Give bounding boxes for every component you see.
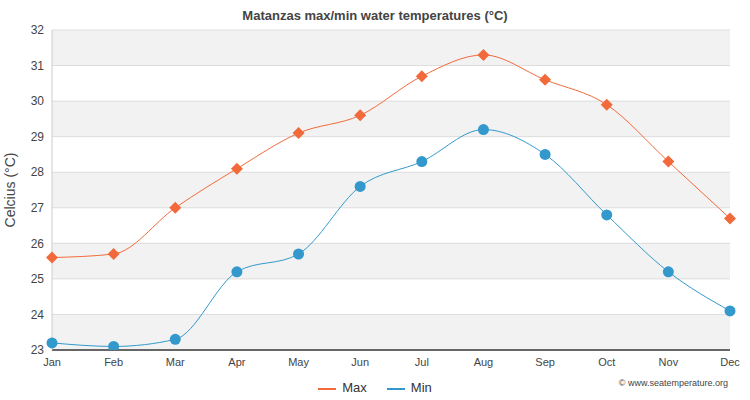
svg-text:30: 30 [31, 94, 45, 108]
svg-text:Jun: Jun [351, 356, 369, 368]
svg-text:32: 32 [31, 23, 45, 37]
html-text:Min: Min [410, 380, 432, 395]
svg-text:May: May [288, 356, 309, 368]
html-text:Matanzas max/min water tempera: Matanzas max/min water temperatures (°C) [242, 8, 508, 23]
svg-text:31: 31 [31, 59, 45, 73]
html-text:© www.seatemperature.org: © www.seatemperature.org [618, 378, 728, 388]
svg-text:Jul: Jul [415, 356, 429, 368]
svg-text:24: 24 [31, 308, 45, 322]
svg-text:Apr: Apr [228, 356, 245, 368]
svg-text:Aug: Aug [474, 356, 494, 368]
svg-text:27: 27 [31, 201, 45, 215]
svg-text:Nov: Nov [659, 356, 679, 368]
svg-text:Sep: Sep [535, 356, 555, 368]
svg-text:Dec: Dec [720, 356, 740, 368]
svg-text:26: 26 [31, 237, 45, 251]
svg-text:Oct: Oct [598, 356, 615, 368]
svg-text:28: 28 [31, 165, 45, 179]
svg-text:Feb: Feb [104, 356, 123, 368]
svg-text:Jan: Jan [43, 356, 61, 368]
svg-text:25: 25 [31, 272, 45, 286]
svg-text:Mar: Mar [166, 356, 185, 368]
svg-text:23: 23 [31, 343, 45, 357]
svg-text:29: 29 [31, 130, 45, 144]
html-text:Max: Max [342, 380, 367, 395]
svg-text:Celcius (°C): Celcius (°C) [8, 153, 18, 228]
